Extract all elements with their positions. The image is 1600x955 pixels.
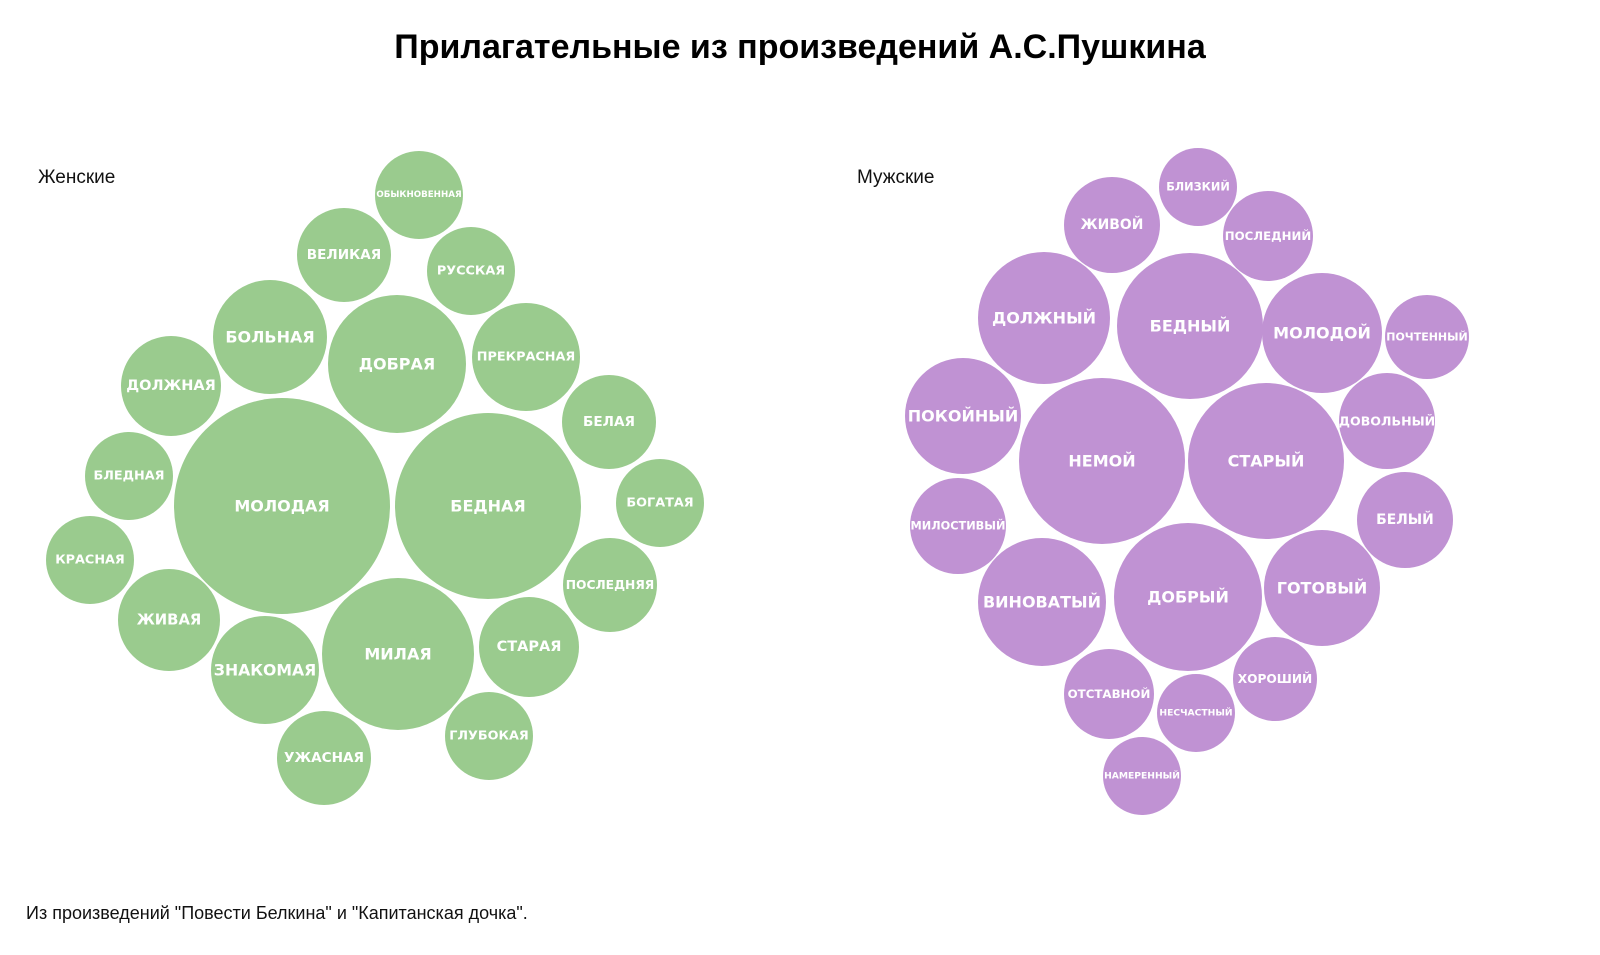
bubble-label-female-17: КРАСНАЯ: [55, 553, 125, 568]
bubble-label-male-5: ВИНОВАТЫЙ: [983, 593, 1101, 612]
bubble-label-male-7: ГОТОВЫЙ: [1277, 579, 1367, 598]
bubble-male-18: [1157, 674, 1235, 752]
bubble-label-female-2: МИЛАЯ: [364, 645, 431, 664]
bubble-label-male-3: БЕДНЫЙ: [1150, 317, 1231, 336]
bubble-male-19: [1103, 737, 1181, 815]
bubble-label-female-4: БОЛЬНАЯ: [225, 328, 314, 347]
bubble-female-3: [328, 295, 466, 433]
bubble-label-female-11: ПОСЛЕДНЯЯ: [566, 578, 655, 592]
bubble-male-13: [1064, 649, 1154, 739]
bubble-label-male-0: НЕМОЙ: [1068, 452, 1135, 471]
bubble-male-11: [1339, 373, 1435, 469]
bubble-label-male-16: ХОРОШИЙ: [1238, 671, 1313, 686]
bubble-female-9: [479, 597, 579, 697]
bubble-label-male-19: НАМЕРЕННЫЙ: [1104, 770, 1180, 782]
bubble-female-5: [211, 616, 319, 724]
chart-title: Прилагательные из произведений А.С.Пушки…: [394, 28, 1206, 66]
panel-label-female: Женские: [38, 167, 116, 188]
bubble-male-6: [1262, 273, 1382, 393]
bubble-male-5: [978, 538, 1106, 666]
bubble-female-15: [427, 227, 515, 315]
bubble-female-1: [395, 413, 581, 599]
bubble-label-female-5: ЗНАКОМАЯ: [214, 661, 316, 680]
bubble-panel-female: МОЛОДАЯ БЕДНАЯ МИЛАЯ ДОБРАЯ БОЛЬНАЯ ЗНАКОМАЯ П…: [46, 151, 704, 805]
bubble-male-17: [1159, 148, 1237, 226]
bubble-label-female-16: БОГАТАЯ: [626, 496, 693, 511]
bubble-label-female-15: РУССКАЯ: [437, 264, 505, 279]
bubble-label-male-17: БЛИЗКИЙ: [1166, 181, 1230, 194]
panel-label-male: Мужские: [857, 167, 935, 188]
bubble-label-female-18: ОБЫКНОВЕННАЯ: [376, 190, 461, 200]
bubble-female-12: [562, 375, 656, 469]
bubble-label-female-9: СТАРАЯ: [497, 639, 562, 655]
bubble-female-6: [472, 303, 580, 411]
bubble-label-male-1: СТАРЫЙ: [1228, 452, 1305, 471]
bubble-male-0: [1019, 378, 1185, 544]
bubble-panel-male: НЕМОЙ СТАРЫЙ ДОБРЫЙ БЕДНЫЙ ДОЛЖНЫЙ ВИНОВАТЫЙ М…: [905, 148, 1469, 815]
bubble-label-male-4: ДОЛЖНЫЙ: [992, 309, 1096, 328]
bubble-male-2: [1114, 523, 1262, 671]
bubble-female-17: [46, 516, 134, 604]
bubble-label-female-13: УЖАСНАЯ: [284, 750, 364, 766]
bubble-label-male-6: МОЛОДОЙ: [1273, 324, 1371, 343]
bubble-label-female-1: БЕДНАЯ: [450, 497, 525, 516]
footnote: Из произведений "Повести Белкина" и "Кап…: [26, 903, 528, 923]
bubble-female-7: [118, 569, 220, 671]
bubble-female-13: [277, 711, 371, 805]
bubble-female-16: [616, 459, 704, 547]
bubble-male-9: [1064, 177, 1160, 273]
bubble-label-male-15: ПОЧТЕННЫЙ: [1386, 331, 1467, 344]
bubble-male-8: [905, 358, 1021, 474]
bubble-male-7: [1264, 530, 1380, 646]
bubble-female-19: [445, 692, 533, 780]
bubble-female-8: [121, 336, 221, 436]
bubble-male-15: [1385, 295, 1469, 379]
bubble-label-male-12: МИЛОСТИВЫЙ: [911, 520, 1006, 533]
bubble-label-female-3: ДОБРАЯ: [359, 355, 435, 374]
bubble-label-male-11: ДОВОЛЬНЫЙ: [1339, 414, 1435, 429]
bubble-female-4: [213, 280, 327, 394]
bubble-label-female-10: ВЕЛИКАЯ: [307, 247, 381, 263]
bubble-label-female-12: БЕЛАЯ: [583, 414, 635, 430]
bubble-male-14: [1223, 191, 1313, 281]
bubble-label-female-19: ГЛУБОКАЯ: [449, 729, 529, 744]
bubble-female-10: [297, 208, 391, 302]
bubble-male-12: [910, 478, 1006, 574]
bubble-label-male-8: ПОКОЙНЫЙ: [908, 407, 1018, 426]
bubble-male-3: [1117, 253, 1263, 399]
bubble-label-female-8: ДОЛЖНАЯ: [126, 378, 216, 394]
bubble-label-male-10: БЕЛЫЙ: [1376, 510, 1434, 528]
bubble-female-2: [322, 578, 474, 730]
bubble-male-4: [978, 252, 1110, 384]
bubble-female-14: [85, 432, 173, 520]
bubble-label-male-14: ПОСЛЕДНИЙ: [1225, 228, 1312, 243]
bubble-male-1: [1188, 383, 1344, 539]
bubble-label-male-18: НЕСЧАСТНЫЙ: [1159, 707, 1232, 719]
bubble-female-18: [375, 151, 463, 239]
bubble-label-female-6: ПРЕКРАСНАЯ: [477, 350, 575, 365]
bubble-label-male-2: ДОБРЫЙ: [1147, 588, 1229, 607]
bubble-male-16: [1233, 637, 1317, 721]
bubble-female-0: [174, 398, 390, 614]
bubble-label-male-13: ОТСТАВНОЙ: [1068, 686, 1151, 701]
bubble-male-10: [1357, 472, 1453, 568]
bubble-label-female-0: МОЛОДАЯ: [234, 497, 329, 516]
bubble-label-male-9: ЖИВОЙ: [1081, 215, 1144, 233]
bubble-label-female-7: ЖИВАЯ: [137, 612, 202, 629]
bubble-label-female-14: БЛЕДНАЯ: [94, 469, 165, 484]
bubble-female-11: [563, 538, 657, 632]
